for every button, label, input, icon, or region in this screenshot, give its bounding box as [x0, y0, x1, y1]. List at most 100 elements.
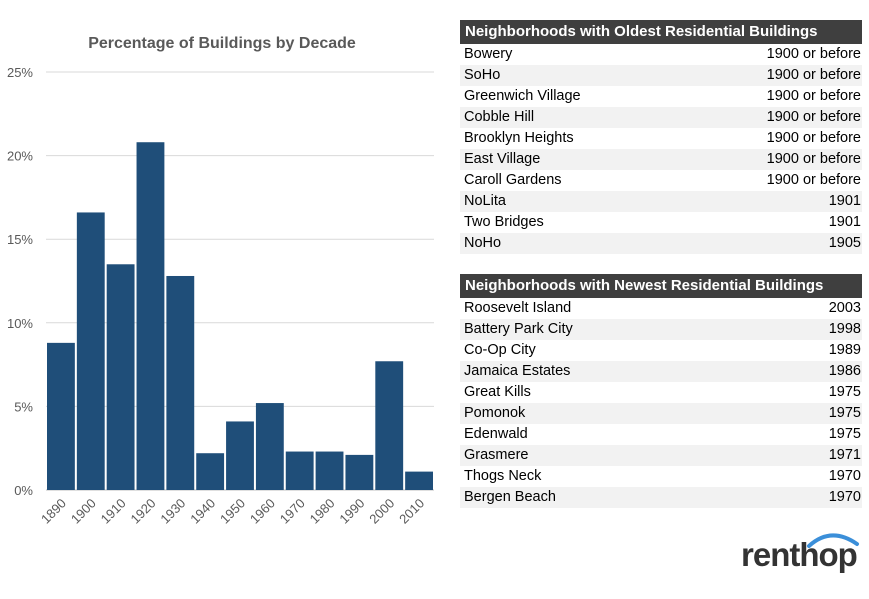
bar-1970: [285, 451, 314, 490]
bar-1910: [106, 264, 135, 490]
neighborhood-name: Pomonok: [464, 405, 526, 421]
oldest-table-title: Neighborhoods with Oldest Residential Bu…: [460, 20, 862, 44]
bar-1900: [76, 212, 105, 490]
x-tick-label: 1940: [187, 496, 218, 527]
bar-chart: Percentage of Buildings by Decade 0% 5% 10…: [7, 35, 434, 527]
neighborhood-name: Roosevelt Island: [464, 300, 572, 316]
neighborhood-year: 1901: [828, 214, 861, 230]
table-row: Brooklyn Heights 1900 or before: [460, 128, 862, 149]
x-tick-label: 2010: [396, 496, 427, 527]
neighborhood-year: 1900 or before: [766, 172, 861, 188]
logo-arc-icon: [807, 533, 859, 548]
table-row: Jamaica Estates 1986: [460, 361, 862, 382]
table-row: Battery Park City 1998: [460, 319, 862, 340]
table-row: Pomonok 1975: [460, 403, 862, 424]
table-row: Great Kills 1975: [460, 382, 862, 403]
chart-title: Percentage of Buildings by Decade: [88, 35, 356, 52]
neighborhood-name: Thogs Neck: [464, 468, 542, 484]
table-row: SoHo 1900 or before: [460, 65, 862, 86]
neighborhood-year: 1900 or before: [766, 67, 861, 83]
neighborhood-year: 1975: [828, 426, 861, 442]
neighborhood-name: Co-Op City: [464, 342, 536, 358]
neighborhood-name: Battery Park City: [464, 321, 573, 337]
bar-1950: [226, 421, 254, 490]
neighborhood-name: Greenwich Village: [464, 88, 581, 104]
neighborhood-year: 1900 or before: [766, 88, 861, 104]
neighborhood-name: East Village: [464, 151, 541, 167]
neighborhood-name: Grasmere: [464, 447, 529, 463]
table-row: Edenwald 1975: [460, 424, 862, 445]
neighborhood-name: Bowery: [464, 46, 513, 62]
neighborhood-year: 1970: [828, 468, 861, 484]
neighborhood-year: 1901: [828, 193, 861, 209]
x-tick-label: 1890: [38, 496, 69, 527]
oldest-buildings-table: Neighborhoods with Oldest Residential Bu…: [460, 20, 862, 254]
neighborhood-year: 1900 or before: [766, 130, 861, 146]
table-row: East Village 1900 or before: [460, 149, 862, 170]
y-tick-label: 10%: [7, 316, 33, 331]
neighborhood-name: Great Kills: [464, 384, 531, 400]
bar-1960: [255, 403, 284, 490]
y-axis-ticks: 0% 5% 10% 15% 20% 25%: [7, 65, 33, 498]
y-tick-label: 15%: [7, 232, 33, 247]
x-tick-label: 1970: [277, 496, 308, 527]
newest-buildings-table: Neighborhoods with Newest Residential Bu…: [460, 274, 862, 508]
neighborhood-year: 1900 or before: [766, 46, 861, 62]
x-tick-label: 1950: [217, 496, 248, 527]
bars: [47, 142, 433, 490]
neighborhood-year: 1970: [828, 489, 861, 505]
bar-1990: [345, 454, 374, 490]
x-tick-label: 1920: [128, 496, 159, 527]
neighborhood-year: 1986: [828, 363, 861, 379]
x-tick-label: 1900: [68, 496, 99, 527]
bar-1920: [136, 142, 165, 490]
y-tick-label: 25%: [7, 65, 33, 80]
newest-table-body: Roosevelt Island 2003 Battery Park City 199…: [460, 298, 862, 508]
neighborhood-name: Edenwald: [464, 426, 528, 442]
x-tick-label: 2000: [366, 496, 397, 527]
y-tick-label: 20%: [7, 149, 33, 164]
oldest-table-body: Bowery 1900 or before SoHo 1900 or before Gr…: [460, 44, 862, 254]
neighborhood-name: Brooklyn Heights: [464, 130, 574, 146]
bar-1930: [166, 275, 195, 490]
bar-2010: [405, 471, 433, 490]
neighborhood-year: 2003: [828, 300, 861, 316]
neighborhood-name: Caroll Gardens: [464, 172, 562, 188]
neighborhood-year: 1989: [828, 342, 861, 358]
x-tick-label: 1910: [98, 496, 129, 527]
table-row: Caroll Gardens 1900 or before: [460, 170, 862, 191]
x-tick-label: 1990: [336, 496, 367, 527]
neighborhood-name: Bergen Beach: [464, 489, 556, 505]
table-row: NoLita 1901: [460, 191, 862, 212]
neighborhood-name: NoHo: [464, 235, 502, 251]
neighborhood-year: 1905: [828, 235, 861, 251]
neighborhood-name: Cobble Hill: [464, 109, 535, 125]
neighborhood-name: NoLita: [464, 193, 506, 209]
neighborhood-year: 1900 or before: [766, 109, 861, 125]
table-row: Thogs Neck 1970: [460, 466, 862, 487]
table-row: Co-Op City 1989: [460, 340, 862, 361]
neighborhood-year: 1975: [828, 384, 861, 400]
bar-1980: [315, 451, 344, 490]
newest-table-title: Neighborhoods with Newest Residential Bu…: [460, 274, 862, 298]
renthop-logo: renthop: [741, 528, 861, 572]
table-row: Bergen Beach 1970: [460, 487, 862, 508]
y-tick-label: 0%: [14, 483, 33, 498]
neighborhood-name: Jamaica Estates: [464, 363, 571, 379]
neighborhood-year: 1971: [828, 447, 861, 463]
x-axis-ticks: 1890190019101920193019401950196019701980…: [38, 496, 427, 527]
bar-1890: [47, 342, 75, 490]
table-row: Bowery 1900 or before: [460, 44, 862, 65]
table-row: Two Bridges 1901: [460, 212, 862, 233]
neighborhood-year: 1975: [828, 405, 861, 421]
x-tick-label: 1960: [247, 496, 278, 527]
x-tick-label: 1980: [307, 496, 338, 527]
neighborhood-name: SoHo: [464, 67, 501, 83]
table-row: Grasmere 1971: [460, 445, 862, 466]
neighborhood-year: 1998: [828, 321, 861, 337]
bar-2000: [375, 361, 404, 490]
y-tick-label: 5%: [14, 399, 33, 414]
table-row: Roosevelt Island 2003: [460, 298, 862, 319]
neighborhood-name: Two Bridges: [464, 214, 544, 230]
table-row: NoHo 1905: [460, 233, 862, 254]
